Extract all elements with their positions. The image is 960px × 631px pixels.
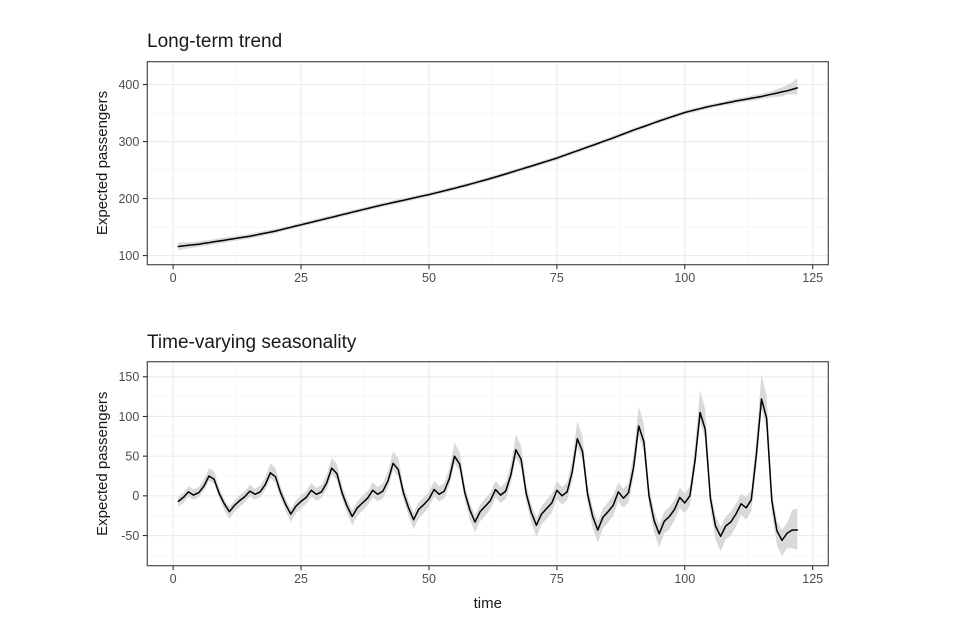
y-tick-label: 400: [118, 78, 139, 92]
x-tick-label: 125: [802, 572, 823, 586]
y-tick-label: 300: [118, 135, 139, 149]
x-tick-label: 25: [294, 572, 308, 586]
x-tick-label: 125: [802, 271, 823, 285]
chart2-y-axis-title: Expected passengers: [94, 392, 111, 536]
long-term-trend-panel: 0 25 50 75 100 125 100 200 300 400: [118, 61, 829, 285]
chart1-title: Long-term trend: [147, 31, 282, 52]
panel-border: [146, 361, 829, 567]
long-term-trend-line: [177, 87, 799, 248]
x-tick-label: 25: [294, 271, 308, 285]
x-tick-label: 75: [550, 572, 564, 586]
chart1-y-axis-title: Expected passengers: [94, 91, 111, 235]
time-varying-seasonality-line: [177, 398, 799, 542]
time-varying-seasonality-ribbon: [178, 374, 798, 557]
x-tick-label: 75: [550, 271, 564, 285]
panel-background: [147, 61, 829, 265]
y-tick-label: 50: [125, 449, 139, 463]
panel-border: [146, 61, 829, 266]
x-tick-label: 50: [422, 572, 436, 586]
x-tick-label: 100: [674, 271, 695, 285]
y-tick-label: 100: [118, 410, 139, 424]
x-tick-label: 0: [170, 271, 177, 285]
y-tick-label: 100: [118, 249, 139, 263]
y-tick-label: 150: [118, 370, 139, 384]
time-varying-seasonality-panel: 0 25 50 75 100 125 -50 0 50 100 150: [118, 361, 829, 586]
y-tick-label: 200: [118, 192, 139, 206]
y-tick-label: -50: [121, 529, 139, 543]
x-tick-label: 50: [422, 271, 436, 285]
x-tick-label: 100: [674, 572, 695, 586]
chart2-x-axis-title: time: [474, 595, 502, 612]
chart2-title: Time-varying seasonality: [147, 332, 357, 353]
x-tick-label: 0: [170, 572, 177, 586]
y-tick-label: 0: [132, 489, 139, 503]
